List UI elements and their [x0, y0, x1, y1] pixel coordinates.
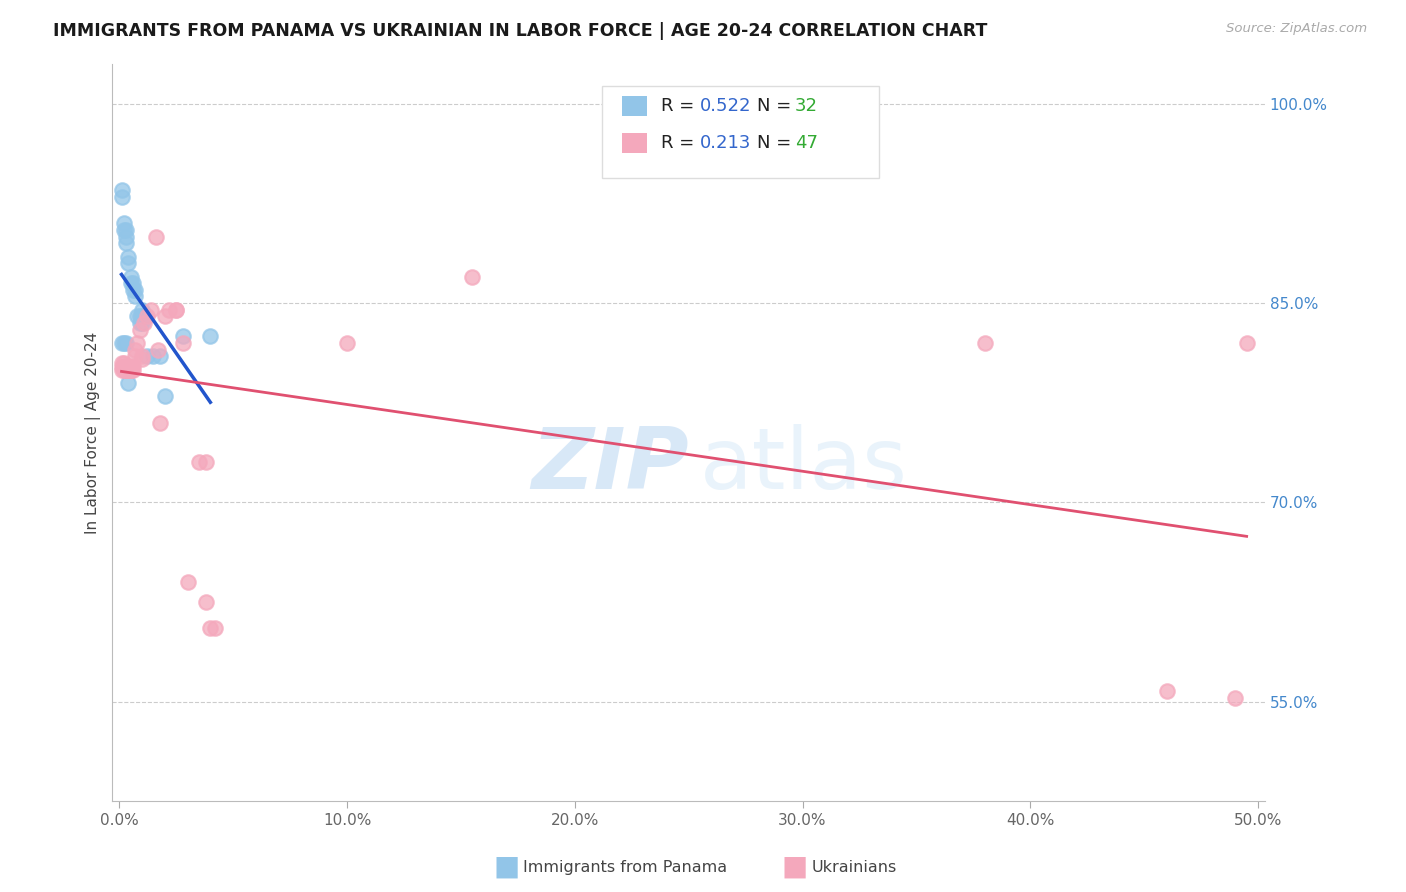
Point [149, 416, 172, 430]
Point [1156, 684, 1178, 698]
Point [131, 351, 153, 366]
Point [200, 329, 222, 343]
Text: 32: 32 [794, 97, 818, 115]
Point [172, 335, 194, 350]
Point [131, 349, 153, 363]
Point [122, 362, 145, 376]
Point [115, 229, 138, 244]
Point [153, 389, 176, 403]
Point [1236, 335, 1258, 350]
Point [110, 190, 132, 204]
Point [117, 256, 139, 270]
Point [120, 362, 142, 376]
Point [120, 362, 142, 376]
Text: Ukrainians: Ukrainians [811, 860, 897, 874]
Text: atlas: atlas [700, 425, 908, 508]
Point [110, 183, 132, 197]
Point [112, 362, 135, 376]
Point [115, 236, 138, 251]
Point [117, 250, 139, 264]
Point [165, 302, 187, 317]
Text: N =: N = [756, 97, 797, 115]
Point [194, 595, 217, 609]
Point [120, 359, 142, 374]
Point [115, 362, 138, 376]
Point [117, 362, 139, 376]
Point [146, 343, 169, 357]
Point [115, 359, 138, 374]
Point [117, 376, 139, 390]
Point [127, 310, 149, 324]
Point [1225, 690, 1247, 705]
Point [117, 362, 139, 376]
Point [128, 323, 150, 337]
Point [120, 276, 142, 290]
Point [157, 302, 180, 317]
Text: Immigrants from Panama: Immigrants from Panama [523, 860, 727, 874]
Point [128, 310, 150, 324]
Point [112, 216, 135, 230]
Point [115, 223, 138, 237]
Point [128, 316, 150, 330]
Point [165, 302, 187, 317]
Point [124, 283, 146, 297]
Text: 47: 47 [794, 134, 818, 152]
Point [973, 335, 995, 350]
Point [135, 310, 157, 324]
Text: ZIP: ZIP [531, 425, 689, 508]
Point [110, 359, 132, 374]
Point [176, 574, 198, 589]
Text: 0.522: 0.522 [700, 97, 752, 115]
Point [142, 349, 165, 363]
Point [115, 362, 138, 376]
Point [110, 335, 132, 350]
Point [122, 359, 145, 373]
Point [122, 283, 145, 297]
Point [117, 359, 139, 374]
Point [134, 316, 156, 330]
Point [145, 229, 167, 244]
Point [124, 343, 146, 357]
Point [131, 316, 153, 330]
Point [149, 349, 172, 363]
Point [131, 310, 153, 324]
Point [110, 362, 132, 376]
Point [112, 335, 135, 350]
Text: R =: R = [661, 97, 700, 115]
Point [461, 269, 484, 284]
Point [124, 289, 146, 303]
FancyBboxPatch shape [621, 133, 647, 153]
Text: ■: ■ [494, 853, 519, 881]
FancyBboxPatch shape [621, 96, 647, 116]
Text: R =: R = [661, 134, 700, 152]
Text: Source: ZipAtlas.com: Source: ZipAtlas.com [1226, 22, 1367, 36]
Point [110, 356, 132, 370]
Point [115, 335, 138, 350]
Point [135, 349, 157, 363]
Point [120, 269, 142, 284]
Text: 0.213: 0.213 [700, 134, 752, 152]
Point [131, 302, 153, 317]
Text: N =: N = [756, 134, 797, 152]
Point [127, 335, 149, 350]
Point [153, 310, 176, 324]
Point [112, 356, 135, 370]
Point [122, 276, 145, 290]
Point [188, 455, 211, 469]
Point [112, 359, 135, 374]
Point [172, 329, 194, 343]
Text: ■: ■ [782, 853, 807, 881]
Point [115, 359, 138, 373]
Y-axis label: In Labor Force | Age 20-24: In Labor Force | Age 20-24 [86, 332, 101, 533]
Point [336, 335, 359, 350]
Point [200, 622, 222, 636]
Point [194, 455, 217, 469]
Point [134, 310, 156, 324]
Point [112, 223, 135, 237]
FancyBboxPatch shape [602, 87, 879, 178]
Point [139, 302, 162, 317]
Point [124, 349, 146, 363]
Point [204, 622, 226, 636]
Text: IMMIGRANTS FROM PANAMA VS UKRAINIAN IN LABOR FORCE | AGE 20-24 CORRELATION CHART: IMMIGRANTS FROM PANAMA VS UKRAINIAN IN L… [53, 22, 988, 40]
